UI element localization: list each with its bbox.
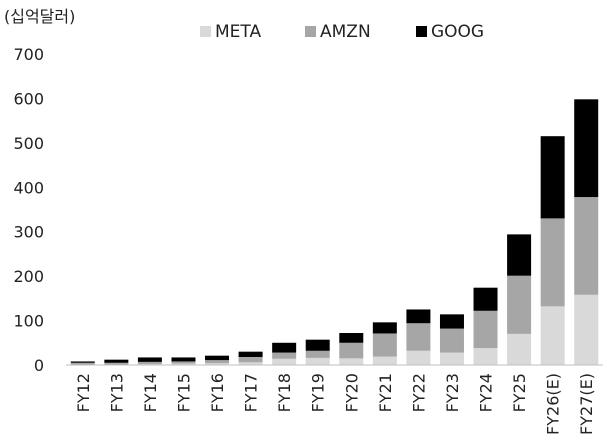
x-tick-label: FY23 xyxy=(443,373,462,412)
x-tick-label: FY12 xyxy=(74,373,93,412)
bar-goog-fy15 xyxy=(171,357,196,362)
bar-goog-fy23 xyxy=(439,314,464,329)
bar-goog-fy17 xyxy=(238,351,263,358)
legend-swatch-goog xyxy=(416,26,427,37)
x-tick-label: FY22 xyxy=(409,373,428,412)
bar-meta-fy22 xyxy=(406,350,431,365)
bar-amzn-fy18 xyxy=(272,352,297,359)
x-tick-label: FY24 xyxy=(477,373,496,412)
y-tick-label: 500 xyxy=(13,134,44,153)
x-tick-label: FY19 xyxy=(309,373,328,412)
y-tick-label: 600 xyxy=(13,89,44,108)
bar-meta-fy23 xyxy=(439,352,464,365)
x-tick-label: FY20 xyxy=(342,373,361,412)
bar-amzn-fy15 xyxy=(171,361,196,364)
x-axis: FY12 FY13 FY14 FY15 FY16 FY17 FY18 FY19 FY20 FY21… xyxy=(66,364,603,435)
y-tick-label: 0 xyxy=(34,356,44,375)
legend-swatch-amzn xyxy=(305,26,316,37)
bar-meta-fy19 xyxy=(305,357,330,365)
x-tick-label: FY14 xyxy=(141,373,160,412)
legend-swatch-meta xyxy=(200,26,211,37)
legend-label-goog: GOOG xyxy=(431,22,484,42)
bar-amzn-fy16 xyxy=(205,360,230,364)
bar-meta-fy16 xyxy=(205,363,230,365)
bar-amzn-fy21 xyxy=(372,333,397,357)
bar-amzn-fy23 xyxy=(439,328,464,353)
bar-goog-fy26(e) xyxy=(540,136,565,219)
bar-amzn-fy12 xyxy=(70,362,95,365)
bar-meta-fy26(e) xyxy=(540,306,565,365)
bar-goog-fy14 xyxy=(137,357,162,362)
x-tick-label: FY25 xyxy=(510,373,529,412)
bar-meta-fy25 xyxy=(507,333,532,365)
bar-amzn-fy24 xyxy=(473,310,498,349)
bar-amzn-fy19 xyxy=(305,350,330,358)
bar-meta-fy27(e) xyxy=(574,294,599,365)
x-tick-label: FY27(E) xyxy=(577,373,596,435)
bar-goog-fy27(e) xyxy=(574,99,599,198)
bar-goog-fy13 xyxy=(104,359,129,363)
x-tick-label: FY15 xyxy=(174,373,193,412)
bar-meta-fy15 xyxy=(171,363,196,365)
bar-goog-fy22 xyxy=(406,309,431,324)
x-tick-label: FY18 xyxy=(275,373,294,412)
bar-goog-fy21 xyxy=(372,322,397,334)
y-axis: 0 100 200 300 400 500 600 700 xyxy=(13,45,44,375)
y-tick-label: 100 xyxy=(13,312,44,331)
bar-meta-fy18 xyxy=(272,358,297,365)
bar-goog-fy24 xyxy=(473,287,498,311)
x-tick-label: FY17 xyxy=(242,373,261,412)
x-tick-label: FY21 xyxy=(376,373,395,412)
x-tick-label: FY16 xyxy=(208,373,227,412)
bar-meta-fy20 xyxy=(339,358,364,365)
bar-meta-fy24 xyxy=(473,348,498,365)
legend: META AMZN GOOG xyxy=(200,22,484,42)
y-tick-label: 300 xyxy=(13,223,44,242)
bar-amzn-fy25 xyxy=(507,275,532,334)
bar-meta-fy21 xyxy=(372,356,397,365)
bar-goog-fy16 xyxy=(205,355,230,361)
bar-goog-fy18 xyxy=(272,342,297,353)
x-tick-label: FY26(E) xyxy=(544,373,563,435)
bar-amzn-fy13 xyxy=(104,362,129,365)
bars xyxy=(70,99,599,365)
bar-goog-fy12 xyxy=(70,361,95,363)
y-tick-label: 200 xyxy=(13,267,44,286)
bar-amzn-fy14 xyxy=(137,361,162,365)
y-tick-label: 700 xyxy=(13,45,44,64)
unit-label: (십억달러) xyxy=(4,7,75,26)
bar-meta-fy17 xyxy=(238,362,263,365)
legend-label-meta: META xyxy=(215,22,261,42)
bar-goog-fy20 xyxy=(339,333,364,343)
bar-amzn-fy17 xyxy=(238,357,263,363)
bar-amzn-fy27(e) xyxy=(574,197,599,295)
bar-amzn-fy26(e) xyxy=(540,218,565,307)
y-tick-label: 400 xyxy=(13,178,44,197)
bar-amzn-fy20 xyxy=(339,342,364,359)
legend-label-amzn: AMZN xyxy=(320,22,371,42)
bar-amzn-fy22 xyxy=(406,323,431,351)
bar-goog-fy25 xyxy=(507,234,532,276)
bar-goog-fy19 xyxy=(305,339,330,351)
x-tick-label: FY13 xyxy=(107,373,126,412)
